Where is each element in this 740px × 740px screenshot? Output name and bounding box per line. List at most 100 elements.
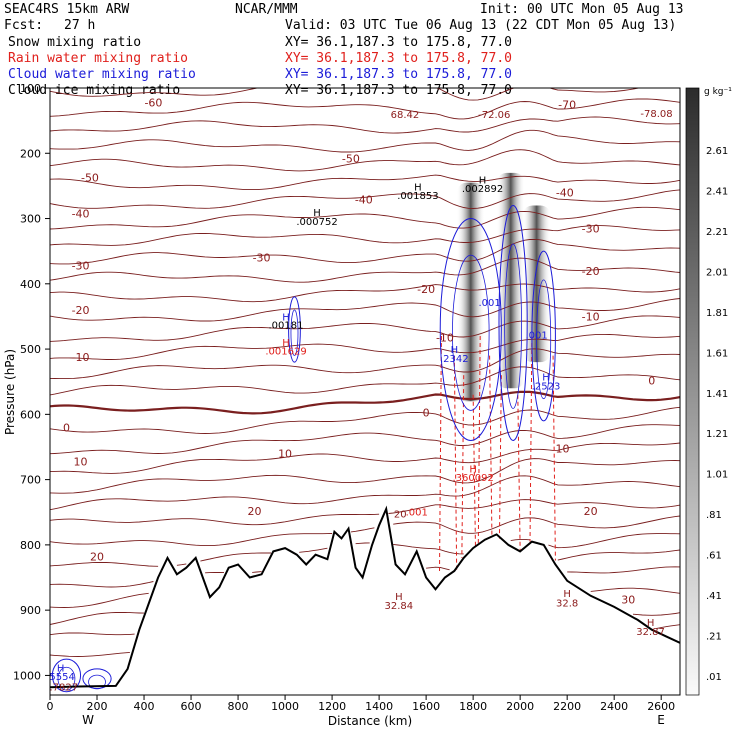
extremum-label: H [647,618,655,629]
extremum-label: 32.87 [636,627,665,638]
rain-contour-line [552,355,556,561]
extremum-label: 68.42 [391,110,420,121]
contour-value-label: -20 [417,283,435,296]
temperature-contour-line [50,98,680,120]
y-tick-label: 800 [20,539,41,552]
cloud-water-contour [88,674,106,690]
x-tick-label: 2200 [553,700,581,713]
legend-cloudice-xy: XY= 36.1,187.3 to 175.8, 77.0 [285,83,512,98]
x-tick-label: 1200 [318,700,346,713]
temperature-contour-line [50,298,680,322]
y-axis-ticks: 100 200 300 400 500 600 700 800 900 1000 [13,82,50,682]
extremum-label: .001 [525,331,547,342]
temperature-contours [50,88,680,657]
temperature-contour-line [50,206,680,230]
colorbar-level-label: .41 [706,591,722,602]
y-tick-label: 900 [20,604,41,617]
cloud-water-contour [536,279,552,400]
contour-value-label: 0 [63,421,70,434]
rain-contours [439,336,556,571]
contour-value-label: 0 [423,406,430,419]
extremum-label: .360092 [452,473,493,484]
temperature-contour-line [50,348,680,380]
snow-shading [456,172,551,402]
extremum-label: H [395,592,403,603]
contour-value-label: -50 [342,152,360,165]
legend-snow-xy: XY= 36.1,187.3 to 175.8, 77.0 [285,35,512,50]
rain-contour-line [461,375,465,558]
x-tick-label: 1400 [365,700,393,713]
y-tick-label: 500 [20,343,41,356]
terrain-surface-line [50,505,680,689]
y-tick-label: 100 [20,82,41,95]
temperature-contour-line [50,499,680,526]
colorbar-level-label: .01 [706,672,722,683]
x-tick-label: 1600 [412,700,440,713]
legend-rain-xy: XY= 36.1,187.3 to 175.8, 77.0 [285,51,512,66]
fcst-label: Fcst: [4,18,43,33]
x-tick-label: 1800 [459,700,487,713]
temperature-contour-line [50,587,680,625]
contour-value-label: -40 [355,194,373,207]
legend-rain-label: Rain water mixing ratio [8,51,188,66]
temperature-contour-line [50,442,680,474]
extremum-label: 32.84 [385,601,414,612]
y-tick-label: 600 [20,408,41,421]
colorbar-level-label: 2.61 [706,146,728,157]
colorbar-level-label: 1.01 [706,470,728,481]
contour-value-label: -10 [72,351,90,364]
contour-value-label: 20 [248,505,262,518]
extremum-label: .001 [478,298,500,309]
extremum-label: H [282,338,290,349]
colorbar-level-label: .21 [706,632,722,643]
x-tick-label: 2000 [506,700,534,713]
legend-snow-label: Snow mixing ratio [8,35,141,50]
init-time: Init: 00 UTC Mon 05 Aug 13 [480,2,684,17]
extremum-label: H [414,183,422,194]
x-axis-east-label: E [657,713,665,727]
plot-area: -60 -70 -50 -50 -40 -40 -40 -30 -30 -30 -20 -20 -20 -… [43,88,680,694]
temperature-contour-line [50,515,680,547]
org-label: NCAR/MMM [235,2,298,17]
temperature-contour-line [50,149,680,172]
x-axis-ticks: 0 200 400 600 800 1000 1200 1400 1600 1800 2000 220… [47,695,675,713]
cloud-water-contour [51,658,82,693]
colorbar-level-label: 2.41 [706,186,728,197]
y-tick-label: 1000 [13,669,41,682]
x-axis-label: Distance (km) [328,714,412,728]
extremum-label: 0.7827 [43,683,78,694]
colorbar-unit: g kg⁻¹ [704,87,732,97]
rain-contour-line [489,355,493,538]
temperature-contour-line [50,458,680,494]
rain-contour-line [529,336,533,542]
contour-value-label: -40 [72,207,90,220]
contour-value-label: -60 [144,96,162,109]
model-title: SEAC4RS 15km ARW [4,2,129,17]
extremum-label: H [479,175,487,186]
y-tick-label: 400 [20,278,41,291]
extremum-label: .5554 [46,672,75,683]
extremum-label: .002892 [462,184,503,195]
contour-value-label: -40 [556,186,574,199]
extremum-label: H [469,465,477,476]
temperature-contour-line [50,333,680,360]
extremum-label: H [57,664,65,675]
cloud-water-contour [452,254,490,411]
y-tick-label: 200 [20,147,41,160]
extremum-label: -78.08 [640,109,672,120]
rain-contour-line [453,355,458,571]
temperature-contour-line [50,174,680,191]
temperature-contour-line [50,238,680,265]
fcst-value: 27 h [64,18,95,33]
x-axis-west-label: W [82,713,94,727]
y-tick-label: 300 [20,213,41,226]
colorbar-level-label: 2.01 [706,267,728,278]
temperature-contour-line [50,189,680,209]
y-axis-label: Pressure (hPa) [3,349,17,435]
temperature-contour-line [50,129,680,153]
cloud-water-contour [504,243,522,409]
temperature-contour-line [50,366,680,396]
contour-value-label: -70 [558,98,576,111]
x-tick-label: 400 [134,700,155,713]
